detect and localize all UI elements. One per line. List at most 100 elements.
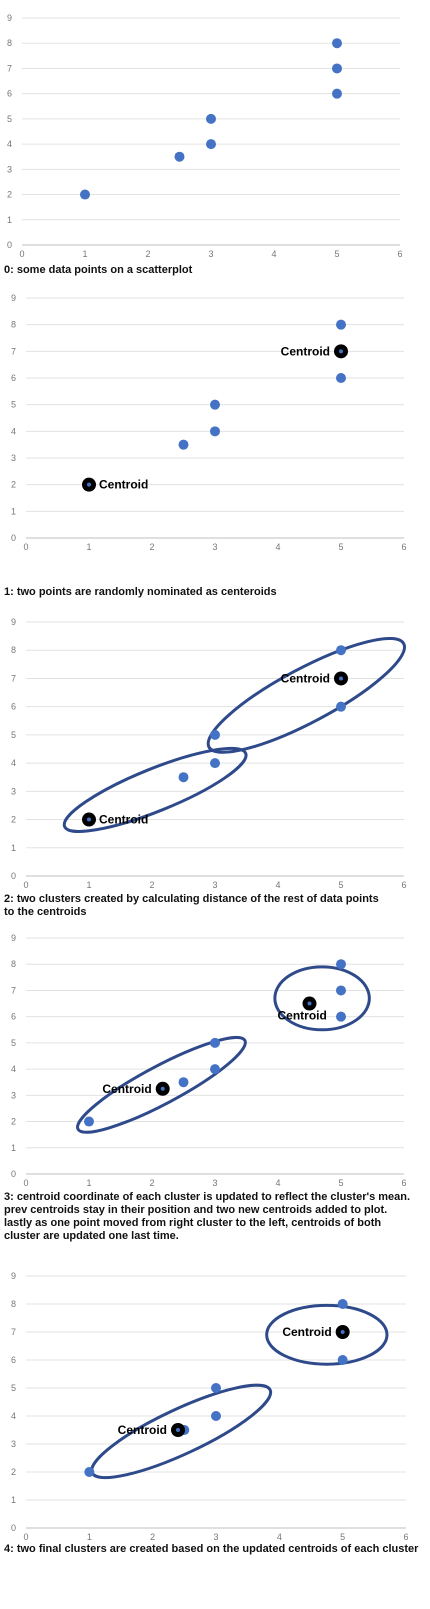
scatter-plot-3: 0 1 2 3 4 5 6 7 8 9 0 1 2 3 4 5 6 Centroid Centroid (11, 934, 407, 1188)
scatter-plot-0: 0 1 2 3 4 5 6 7 8 9 0 1 2 3 4 5 6 (7, 13, 403, 259)
x-tick-label: 2 (150, 1532, 155, 1542)
data-point (336, 701, 346, 712)
cluster-ellipse (62, 746, 248, 833)
chart-panel-3: 0 1 2 3 4 5 6 7 8 9 0 1 2 3 4 5 6 Centroid Centroid 3: cent… (0, 934, 430, 1245)
x-tick-label: 4 (275, 542, 280, 552)
data-point (336, 959, 346, 970)
y-tick-label: 0 (11, 1169, 16, 1179)
x-tick-label: 1 (82, 249, 87, 259)
x-tick-label: 3 (212, 1178, 217, 1188)
y-tick-label: 5 (11, 1038, 16, 1048)
x-tick-label: 2 (149, 1178, 154, 1188)
y-tick-label: 8 (11, 1299, 16, 1309)
data-point (337, 1355, 348, 1365)
x-tick-label: 4 (271, 249, 276, 259)
x-tick-label: 6 (401, 1178, 406, 1188)
y-tick-label: 3 (11, 786, 16, 796)
centroid-label: Centroid (118, 1423, 167, 1437)
y-tick-label: 6 (11, 1355, 16, 1365)
data-point (84, 1116, 94, 1127)
caption-line: to the centroids (4, 906, 87, 918)
y-tick-label: 2 (11, 1467, 16, 1477)
y-tick-label: 0 (7, 240, 12, 250)
data-point (336, 645, 346, 656)
centroid-label: Centroid (281, 344, 330, 358)
chart-caption-2: 2: two clusters created by calculating d… (4, 893, 379, 919)
chart-panel-4: 0 1 2 3 4 5 6 7 8 9 0 1 2 3 4 5 6 Centroid Centroid 4: two … (0, 1272, 430, 1558)
x-tick-label: 0 (19, 249, 24, 259)
y-tick-label: 3 (11, 453, 16, 463)
y-tick-label: 3 (11, 1090, 16, 1100)
x-tick-label: 2 (145, 249, 150, 259)
x-tick-label: 0 (23, 1532, 28, 1542)
cluster-ellipse (206, 636, 407, 754)
y-tick-label: 7 (7, 63, 12, 73)
caption-line: cluster are updated one last time. (4, 1230, 179, 1242)
x-tick-label: 3 (212, 880, 217, 890)
y-tick-label: 1 (7, 215, 12, 225)
y-tick-label: 9 (7, 13, 12, 23)
y-tick-label: 2 (7, 190, 12, 200)
caption-line: 0: some data points on a scatterplot (4, 264, 193, 276)
chart-caption-4: 4: two final clusters are created based … (4, 1543, 418, 1556)
data-point (336, 319, 346, 330)
chart-panel-2: 0 1 2 3 4 5 6 7 8 9 0 1 2 3 4 5 6 Centroid Centroid 2: two … (0, 612, 430, 921)
data-point (80, 189, 90, 200)
data-point (210, 758, 220, 769)
x-tick-label: 0 (23, 1178, 28, 1188)
x-tick-label: 5 (338, 542, 343, 552)
caption-line: 2: two clusters created by calculating d… (4, 893, 379, 905)
caption-line: 3: centroid coordinate of each cluster i… (4, 1191, 411, 1203)
y-tick-label: 9 (11, 934, 16, 943)
x-tick-label: 3 (212, 542, 217, 552)
y-tick-label: 4 (11, 1064, 16, 1074)
centroid-label: Centroid (99, 813, 148, 827)
data-point (210, 1037, 220, 1048)
centroid-center-dot (339, 349, 343, 354)
x-tick-label: 0 (23, 542, 28, 552)
y-tick-label: 8 (11, 959, 16, 969)
x-tick-label: 5 (340, 1532, 345, 1542)
data-point (336, 373, 346, 383)
scatter-plot-1: 0 1 2 3 4 5 6 7 8 9 0 1 2 3 4 5 6 Centroid Centroid (11, 293, 407, 552)
y-tick-label: 5 (11, 1383, 16, 1393)
data-point (210, 426, 220, 437)
y-tick-label: 8 (11, 320, 16, 330)
y-tick-label: 4 (11, 426, 16, 436)
y-tick-label: 6 (11, 373, 16, 383)
y-tick-label: 5 (11, 730, 16, 740)
centroid-label: Centroid (102, 1082, 151, 1096)
data-point (206, 139, 216, 150)
y-tick-label: 5 (11, 400, 16, 410)
y-tick-label: 6 (11, 1012, 16, 1022)
chart-caption-0: 0: some data points on a scatterplot (4, 264, 192, 277)
y-tick-label: 7 (11, 673, 16, 683)
centroid-label: Centroid (278, 1009, 327, 1023)
y-tick-label: 2 (11, 480, 16, 490)
x-tick-label: 3 (208, 249, 213, 259)
x-tick-label: 4 (277, 1532, 282, 1542)
centroid-label: Centroid (281, 671, 330, 685)
chart-panel-0: 0 1 2 3 4 5 6 7 8 9 0 1 2 3 4 5 6 0: some data points on … (0, 0, 430, 279)
y-tick-label: 3 (7, 164, 12, 174)
data-point (84, 1467, 95, 1477)
y-tick-label: 8 (11, 645, 16, 655)
x-tick-label: 1 (86, 880, 91, 890)
y-tick-label: 2 (11, 815, 16, 825)
centroid-center-dot (176, 1428, 180, 1432)
chart-caption-1: 1: two points are randomly nominated as … (4, 586, 277, 599)
caption-line: 4: two final clusters are created based … (4, 1543, 419, 1555)
x-tick-label: 2 (149, 542, 154, 552)
x-tick-label: 1 (86, 1178, 91, 1188)
y-tick-label: 6 (11, 702, 16, 712)
y-tick-label: 2 (11, 1117, 16, 1127)
y-tick-label: 8 (7, 38, 12, 48)
x-tick-label: 5 (338, 880, 343, 890)
y-tick-label: 3 (11, 1439, 16, 1449)
chart-panel-1: 0 1 2 3 4 5 6 7 8 9 0 1 2 3 4 5 6 Centroid Centroid 1: two … (0, 290, 430, 601)
data-point (174, 151, 185, 162)
centroid-center-dot (87, 817, 91, 822)
x-tick-label: 0 (23, 880, 28, 890)
x-tick-label: 6 (401, 542, 406, 552)
data-point (178, 1077, 189, 1088)
